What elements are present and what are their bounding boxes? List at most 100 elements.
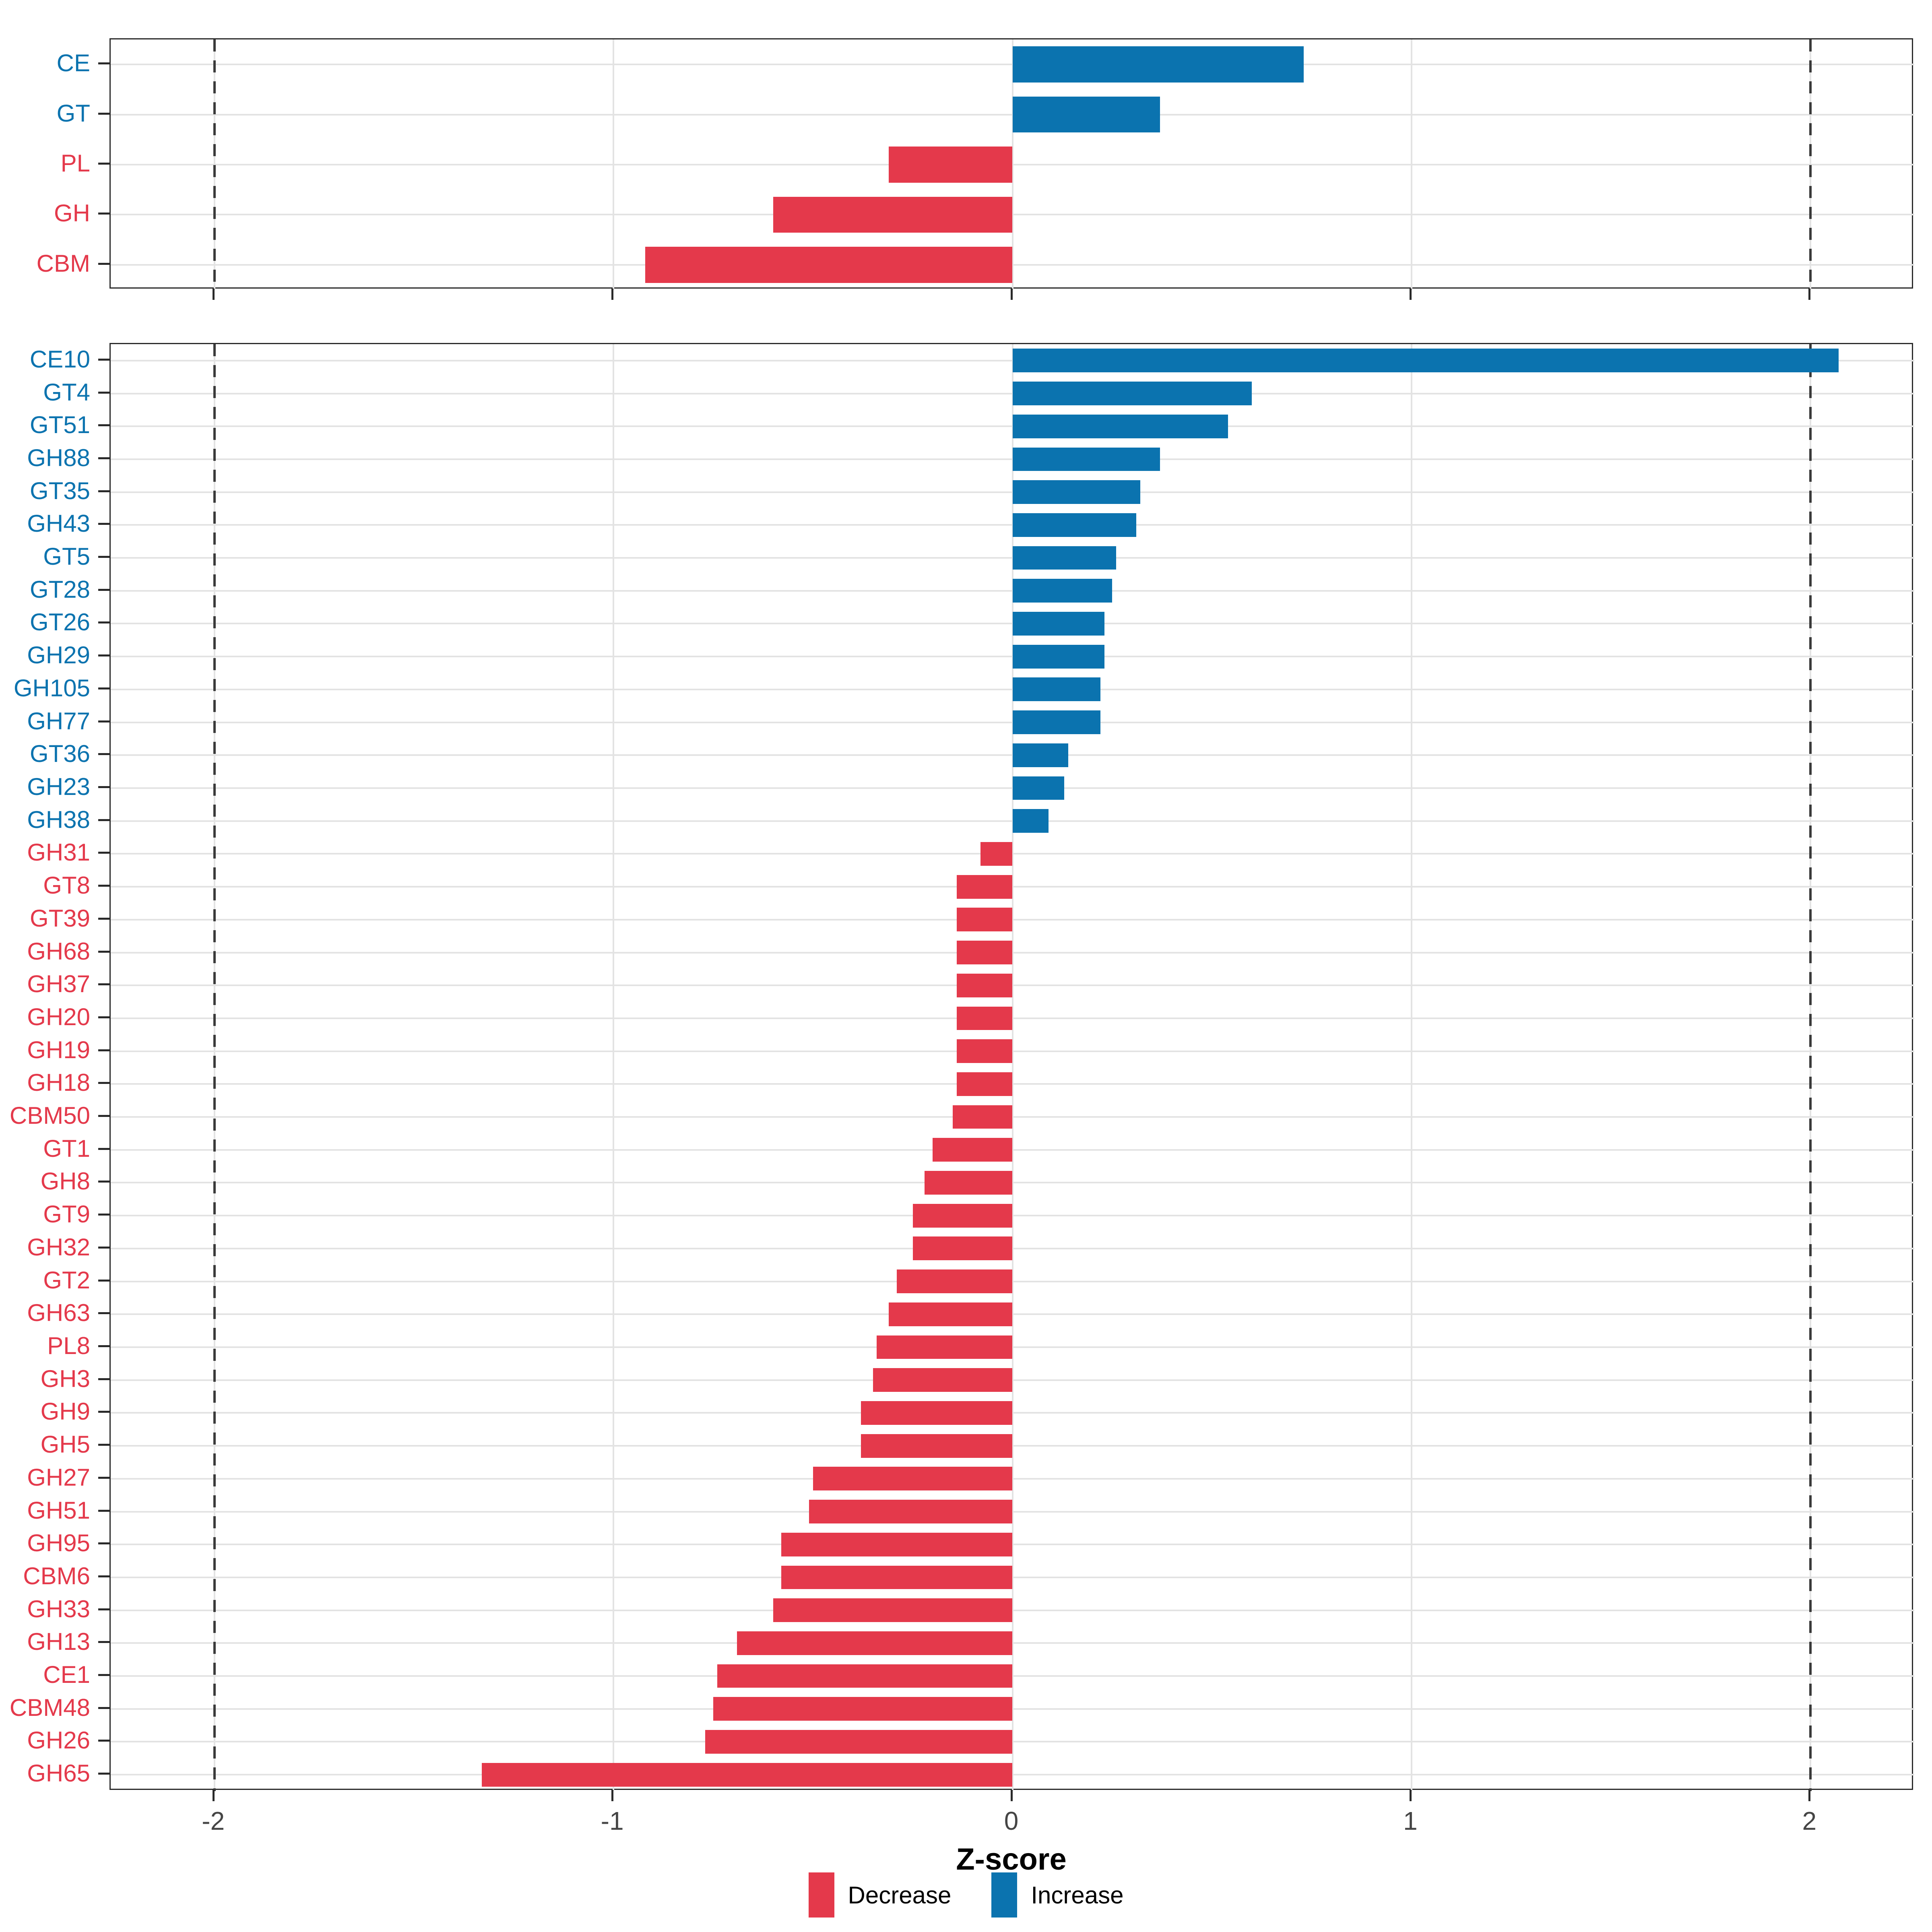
y-axis-tick: [98, 950, 109, 953]
y-axis-tick: [98, 885, 109, 887]
gridline-horizontal: [111, 1609, 1914, 1611]
x-tick-label--1: -1: [601, 1806, 624, 1835]
y-axis-tick: [98, 621, 109, 624]
category-label-gh26: GH26: [27, 1727, 90, 1754]
gridline-horizontal: [111, 1280, 1914, 1282]
y-axis-tick: [98, 112, 109, 115]
legend-item-increase: Increase: [991, 1872, 1123, 1918]
bar-ce10: [1012, 349, 1839, 373]
category-label-gh9: GH9: [40, 1398, 90, 1425]
bar-gh95: [781, 1532, 1013, 1556]
bar-gh38: [1012, 809, 1049, 833]
bar-gh13: [737, 1631, 1013, 1655]
bar-gh88: [1012, 447, 1160, 471]
category-label-gh8: GH8: [40, 1168, 90, 1195]
bar-gh33: [773, 1598, 1013, 1622]
bar-cbm48: [713, 1697, 1013, 1721]
category-label-gt: GT: [56, 99, 90, 127]
y-axis-tick: [98, 1707, 109, 1709]
bar-ce1: [717, 1664, 1013, 1688]
x-tick-label-0: 0: [1004, 1806, 1019, 1835]
x-axis-tick: [1808, 289, 1811, 300]
y-axis-tick: [98, 358, 109, 361]
x-tick-label-1: 1: [1403, 1806, 1418, 1835]
gridline-horizontal: [111, 952, 1914, 954]
gridline-vertical: [613, 344, 615, 1791]
category-label-gh5: GH5: [40, 1431, 90, 1458]
bar-gt26: [1012, 612, 1104, 636]
bar-gh68: [956, 941, 1013, 964]
y-axis-tick: [98, 262, 109, 265]
category-label-gt35: GT35: [29, 477, 90, 504]
y-axis-tick: [98, 1016, 109, 1018]
dashed-reference-line: [1809, 39, 1812, 290]
y-axis-tick: [98, 1115, 109, 1117]
y-axis-tick: [98, 523, 109, 525]
bar-gh: [773, 196, 1013, 233]
category-label-gt5: GT5: [43, 543, 90, 570]
y-axis-tick: [98, 1181, 109, 1183]
legend-label-increase: Increase: [1031, 1881, 1124, 1909]
gridline-horizontal: [111, 1247, 1914, 1249]
x-tick-label-2: 2: [1802, 1806, 1817, 1835]
y-axis-tick: [98, 1312, 109, 1315]
category-label-ce: CE: [56, 50, 90, 77]
gridline-horizontal: [111, 1215, 1914, 1217]
x-axis-tick: [1010, 289, 1013, 300]
category-label-gt9: GT9: [43, 1201, 90, 1228]
y-axis-tick: [98, 786, 109, 788]
gridline-horizontal: [111, 1313, 1914, 1315]
y-axis-tick: [98, 1345, 109, 1347]
category-label-gt39: GT39: [29, 904, 90, 932]
bar-pl: [889, 147, 1013, 183]
gridline-horizontal: [111, 1083, 1914, 1085]
y-axis-tick: [98, 1509, 109, 1512]
bar-gh37: [956, 973, 1013, 997]
category-label-gh27: GH27: [27, 1463, 90, 1491]
category-label-gh19: GH19: [27, 1036, 90, 1063]
category-label-gh23: GH23: [27, 773, 90, 800]
bar-gh26: [705, 1730, 1013, 1754]
bar-cbm50: [952, 1105, 1013, 1129]
bar-gt2: [897, 1269, 1013, 1293]
gridline-horizontal: [111, 1412, 1914, 1414]
y-axis-tick: [98, 720, 109, 722]
y-axis-tick: [98, 819, 109, 821]
legend-swatch-increase: [991, 1872, 1018, 1918]
gridline-vertical: [1011, 344, 1013, 1791]
gridline-horizontal: [111, 919, 1914, 921]
x-axis-tick: [1409, 289, 1412, 300]
y-axis-tick: [98, 1542, 109, 1545]
y-axis-tick: [98, 753, 109, 755]
category-label-gh95: GH95: [27, 1530, 90, 1557]
y-axis-tick: [98, 1049, 109, 1051]
category-label-pl: PL: [60, 150, 90, 177]
gridline-horizontal: [111, 1774, 1914, 1776]
category-label-gh: GH: [54, 200, 90, 227]
category-label-cbm6: CBM6: [23, 1562, 90, 1589]
category-label-gh65: GH65: [27, 1760, 90, 1787]
y-axis-tick: [98, 391, 109, 394]
gridline-horizontal: [111, 1675, 1914, 1677]
gridline-horizontal: [111, 1576, 1914, 1578]
x-axis-tick: [212, 289, 215, 300]
bar-cbm6: [781, 1565, 1013, 1589]
bar-gt4: [1012, 382, 1252, 405]
y-axis-tick: [98, 1411, 109, 1413]
gridline-horizontal: [111, 1017, 1914, 1019]
y-axis-tick: [98, 852, 109, 854]
bar-gh77: [1012, 710, 1100, 734]
y-axis-tick: [98, 917, 109, 920]
gridline-horizontal: [111, 1708, 1914, 1710]
x-tick-label--2: -2: [202, 1806, 225, 1835]
gridline-horizontal: [111, 264, 1914, 266]
gridline-horizontal: [111, 985, 1914, 987]
category-label-gt4: GT4: [43, 378, 90, 406]
category-label-gt2: GT2: [43, 1266, 90, 1294]
x-axis-tick: [1010, 1790, 1013, 1801]
gridline-horizontal: [111, 1346, 1914, 1348]
category-label-gh43: GH43: [27, 510, 90, 537]
bar-gt36: [1012, 743, 1069, 767]
y-axis-tick: [98, 983, 109, 986]
legend-label-decrease: Decrease: [848, 1881, 952, 1909]
